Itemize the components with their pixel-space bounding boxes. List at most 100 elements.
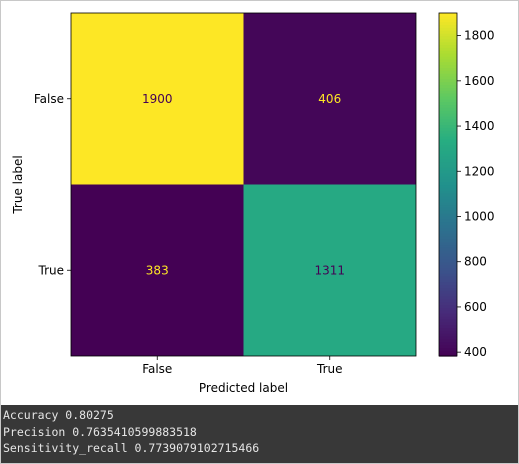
colorbar-segment bbox=[439, 321, 457, 326]
colorbar-segment bbox=[439, 270, 457, 274]
colorbar-segment bbox=[439, 130, 457, 134]
x-tick-label: True bbox=[316, 362, 343, 376]
colorbar-segment bbox=[439, 158, 457, 163]
colorbar-segment bbox=[439, 87, 457, 91]
colorbar-segment bbox=[439, 167, 457, 171]
colorbar-segment bbox=[439, 193, 457, 197]
colorbar-segment bbox=[439, 233, 457, 237]
colorbar-tick-label: 800 bbox=[464, 255, 487, 269]
colorbar-segment bbox=[439, 121, 457, 126]
colorbar-segment bbox=[439, 253, 457, 257]
colorbar-segment bbox=[439, 81, 457, 86]
colorbar-tick-label: 1600 bbox=[464, 74, 495, 88]
colorbar-segment bbox=[439, 315, 457, 320]
colorbar-segment bbox=[439, 335, 457, 340]
colorbar-segment bbox=[439, 115, 457, 120]
colorbar-segment bbox=[439, 295, 457, 300]
colorbar-segment bbox=[439, 84, 457, 88]
colorbar-segment bbox=[439, 293, 457, 297]
colorbar-segment bbox=[439, 24, 457, 28]
colorbar-segment bbox=[439, 95, 457, 100]
colorbar-segment bbox=[439, 153, 457, 157]
colorbar-segment bbox=[439, 175, 457, 180]
colorbar-tick-label: 600 bbox=[464, 300, 487, 314]
colorbar-segment bbox=[439, 101, 457, 106]
colorbar-segment bbox=[439, 13, 457, 17]
colorbar-segment bbox=[439, 213, 457, 217]
colorbar-segment bbox=[439, 244, 457, 248]
cell-value-label: 1900 bbox=[142, 92, 173, 106]
colorbar-segment bbox=[439, 261, 457, 266]
heatmap-cell bbox=[243, 13, 416, 185]
metrics-output: Accuracy 0.80275 Precision 0.76354105998… bbox=[1, 405, 518, 463]
colorbar-segment bbox=[439, 347, 457, 351]
colorbar-segment bbox=[439, 298, 457, 303]
colorbar-segment bbox=[439, 133, 457, 137]
colorbar-segment bbox=[439, 350, 457, 354]
colorbar-segment bbox=[439, 144, 457, 148]
colorbar-segment bbox=[439, 284, 457, 288]
colorbar-segment bbox=[439, 187, 457, 191]
colorbar-segment bbox=[439, 318, 457, 323]
colorbar-segment bbox=[439, 310, 457, 314]
colorbar-segment bbox=[439, 301, 457, 306]
colorbar-segment bbox=[439, 255, 457, 260]
colorbar-segment bbox=[439, 275, 457, 280]
colorbar-segment bbox=[439, 104, 457, 108]
plot-frame bbox=[70, 12, 417, 357]
cell-value-label: 383 bbox=[146, 263, 169, 277]
colorbar-segment bbox=[439, 341, 457, 346]
colorbar-segment bbox=[439, 93, 457, 97]
colorbar-tick-label: 1200 bbox=[464, 164, 495, 178]
colorbar-segment bbox=[439, 250, 457, 254]
colorbar-segment bbox=[439, 41, 457, 46]
colorbar-segment bbox=[439, 178, 457, 183]
colorbar-segment bbox=[439, 98, 457, 103]
colorbar-segment bbox=[439, 204, 457, 208]
colorbar-segment bbox=[439, 353, 457, 357]
colorbar-segment bbox=[439, 155, 457, 160]
colorbar-segment bbox=[439, 138, 457, 143]
colorbar-segment bbox=[439, 90, 457, 94]
colorbar-segment bbox=[439, 53, 457, 57]
colorbar-segment bbox=[439, 307, 457, 311]
colorbar-segment bbox=[439, 161, 457, 166]
colorbar-segment bbox=[439, 221, 457, 226]
confusion-matrix-plot: 1900 406 383 1311 False True False True Predicte… bbox=[1, 1, 518, 405]
colorbar-tick-label: 1800 bbox=[464, 29, 495, 43]
colorbar-segment bbox=[439, 164, 457, 168]
colorbar-segment bbox=[439, 201, 457, 206]
colorbar-segment bbox=[439, 50, 457, 54]
heatmap-cell bbox=[243, 184, 416, 356]
colorbar-segment bbox=[439, 184, 457, 188]
colorbar-segment bbox=[439, 190, 457, 194]
colorbar-segment bbox=[439, 67, 457, 71]
colorbar-segment bbox=[439, 141, 457, 146]
precision-line: Precision 0.7635410599883518 bbox=[3, 424, 197, 439]
colorbar-segment bbox=[439, 238, 457, 243]
colorbar-segment bbox=[439, 287, 457, 291]
colorbar-segment bbox=[439, 195, 457, 200]
colorbar-segment bbox=[439, 18, 457, 23]
colorbar-segment bbox=[439, 304, 457, 309]
colorbar-segment bbox=[439, 207, 457, 211]
colorbar-segment bbox=[439, 150, 457, 154]
colorbar-segment bbox=[439, 33, 457, 37]
colorbar-segment bbox=[439, 35, 457, 40]
colorbar-segment bbox=[439, 281, 457, 286]
colorbar-segment bbox=[439, 70, 457, 74]
colorbar-segment bbox=[439, 30, 457, 34]
colorbar-segment bbox=[439, 181, 457, 186]
colorbar-segment bbox=[439, 118, 457, 123]
colorbar-segment bbox=[439, 64, 457, 68]
colorbar-segment bbox=[439, 78, 457, 83]
colorbar-segment bbox=[439, 273, 457, 277]
colorbar-segment bbox=[439, 230, 457, 234]
colorbar-segment bbox=[439, 278, 457, 283]
x-tick-label: False bbox=[142, 362, 172, 376]
colorbar-segment bbox=[439, 198, 457, 203]
colorbar-segment bbox=[439, 15, 457, 20]
colorbar-segment bbox=[439, 313, 457, 317]
colorbar-segment bbox=[439, 38, 457, 43]
colorbar-segment bbox=[439, 27, 457, 31]
